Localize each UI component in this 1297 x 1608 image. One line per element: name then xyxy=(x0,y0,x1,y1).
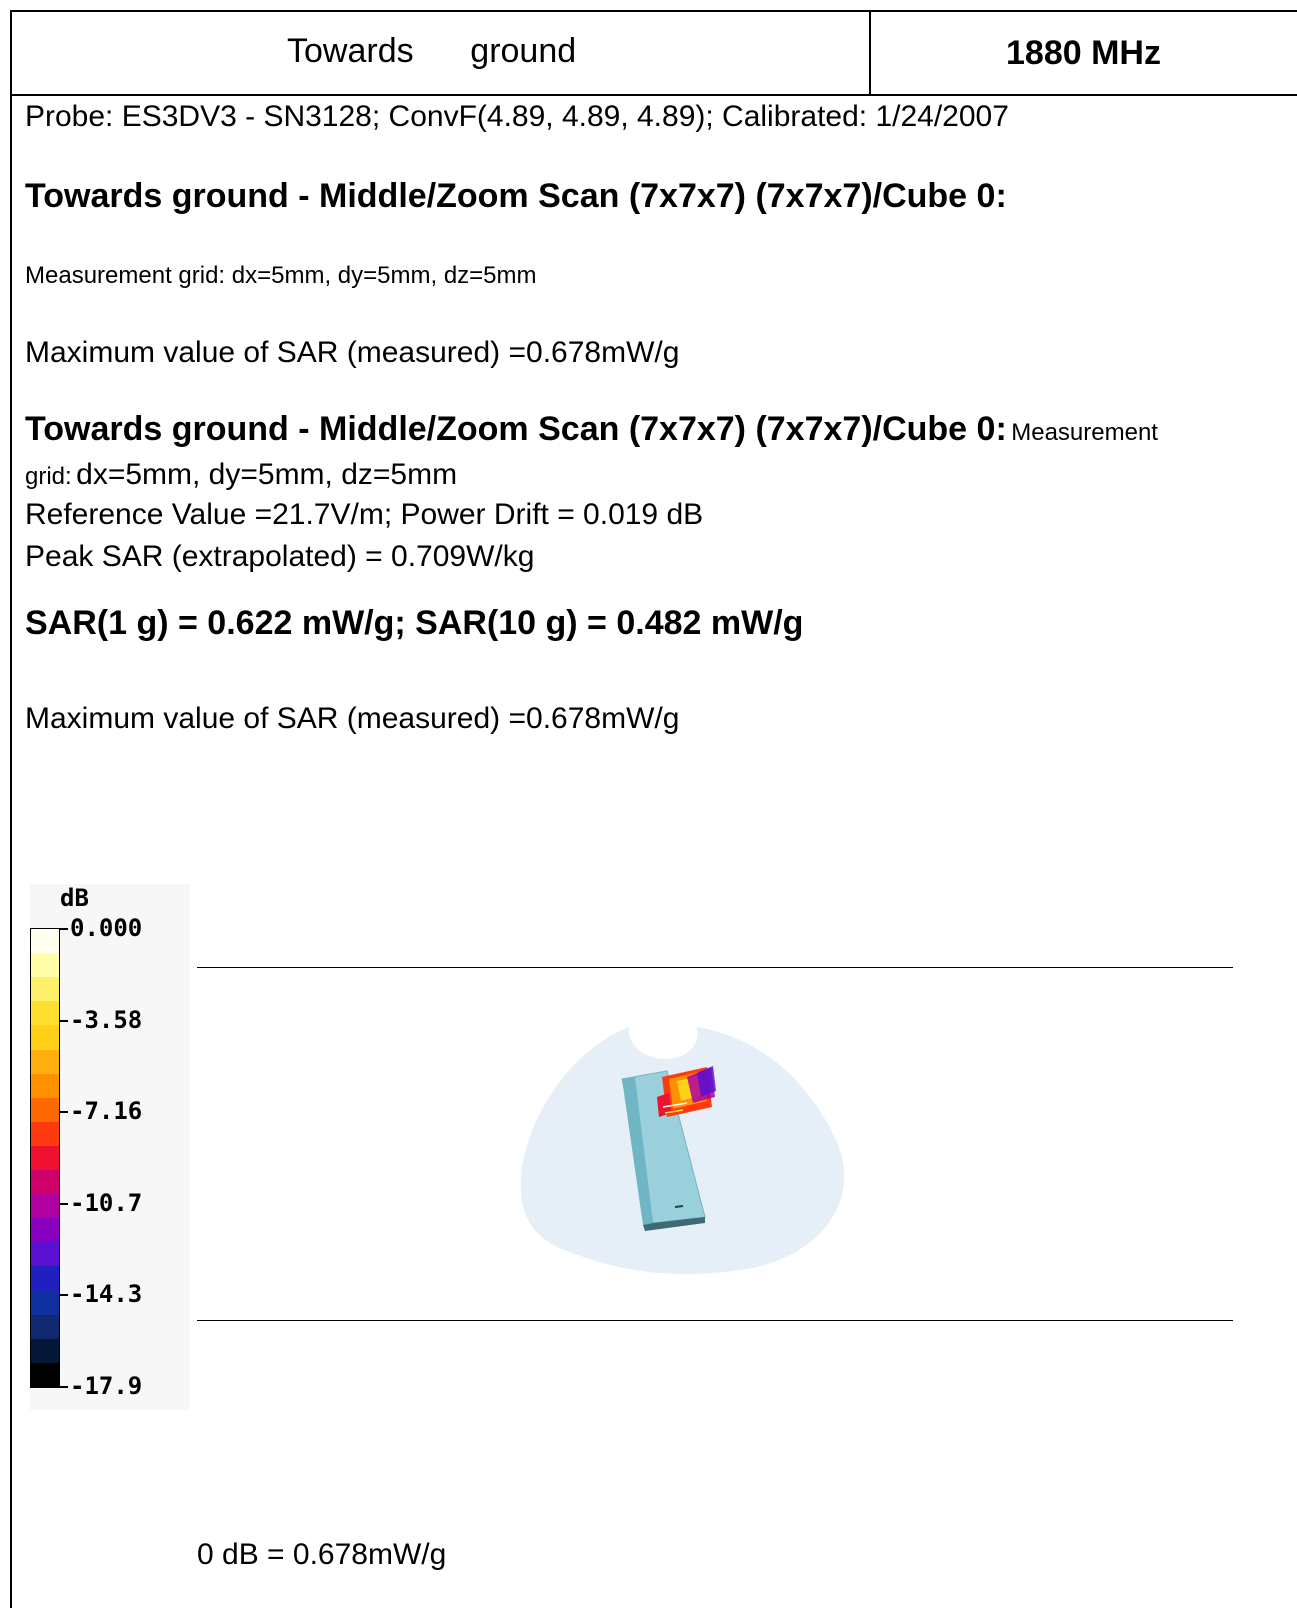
legend-tick-label: 0.000 xyxy=(70,914,143,942)
legend-color-segment xyxy=(31,1290,59,1316)
legend-tick-label: -17.9 xyxy=(70,1372,143,1400)
legend-tick-label: -14.3 xyxy=(70,1280,143,1309)
section2-heading-line: Towards ground - Middle/Zoom Scan (7x7x7… xyxy=(25,410,1158,449)
legend-tick-label: -10.7 xyxy=(70,1188,143,1217)
header-bottom-rule xyxy=(10,94,1297,96)
legend-color-segment xyxy=(31,1338,59,1364)
legend-color-segment xyxy=(31,1314,59,1340)
legend-color-segment xyxy=(31,1001,59,1026)
legend-tick-label: -3.58 xyxy=(70,1005,143,1034)
sar-result: SAR(1 g) = 0.622 mW/g; SAR(10 g) = 0.482… xyxy=(25,604,804,642)
legend-color-segment xyxy=(31,953,59,978)
legend-color-segment xyxy=(31,1025,59,1050)
legend-color-segment xyxy=(31,1121,59,1147)
section2-grid-values: dx=5mm, dy=5mm, dz=5mm xyxy=(76,458,458,491)
legend-color-segment xyxy=(31,1049,59,1075)
header-divider xyxy=(869,10,871,94)
legend-color-segment xyxy=(31,1242,59,1267)
header-frequency: 1880 MHz xyxy=(1006,34,1161,72)
sar-3d-scene xyxy=(520,1027,845,1275)
section1-max-sar: Maximum value of SAR (measured) =0.678mW… xyxy=(25,336,680,369)
legend-tick xyxy=(60,1019,68,1022)
plot-bottom-rule xyxy=(197,1320,1233,1321)
legend-unit: dB xyxy=(60,884,89,912)
section1-heading: Towards ground - Middle/Zoom Scan (7x7x7… xyxy=(25,177,1007,215)
legend-color-segment xyxy=(31,1362,59,1388)
section2-grid-line: grid: dx=5mm, dy=5mm, dz=5mm xyxy=(25,458,457,492)
legend-color-segment xyxy=(31,1266,59,1292)
legend-color-segment xyxy=(31,1145,59,1171)
section2-max-sar: Maximum value of SAR (measured) =0.678mW… xyxy=(25,702,680,735)
color-scale-legend: dB 0.000 -3.58 -7.16 -10.7 -14.3 -17.9 xyxy=(30,884,190,1410)
footer-reference: 0 dB = 0.678mW/g xyxy=(197,1538,447,1571)
legend-color-segment xyxy=(31,1170,59,1195)
legend-tick xyxy=(60,928,68,930)
page-frame xyxy=(10,10,1297,1608)
legend-tick-label: -7.16 xyxy=(70,1097,143,1126)
header-title: Towards ground xyxy=(287,32,577,70)
legend-color-segment xyxy=(31,1073,59,1099)
legend-color-segment xyxy=(31,1218,59,1243)
section2-peak-sar: Peak SAR (extrapolated) = 0.709W/kg xyxy=(25,540,535,573)
section2-reference: Reference Value =21.7V/m; Power Drift = … xyxy=(25,498,704,531)
legend-tick xyxy=(60,1386,68,1388)
sar-hotspot xyxy=(657,1066,716,1117)
section2-heading: Towards ground - Middle/Zoom Scan (7x7x7… xyxy=(25,410,1007,448)
legend-tick xyxy=(60,1202,68,1205)
plot-top-rule xyxy=(197,967,1233,968)
phone-device xyxy=(621,1070,706,1231)
section2-grid-part1: Measurement xyxy=(1011,419,1158,446)
legend-color-segment xyxy=(31,1194,59,1219)
legend-color-bar xyxy=(30,928,60,1388)
section1-grid: Measurement grid: dx=5mm, dy=5mm, dz=5mm xyxy=(25,262,537,289)
legend-color-segment xyxy=(31,977,59,1002)
probe-info: Probe: ES3DV3 - SN3128; ConvF(4.89, 4.89… xyxy=(25,100,1009,133)
legend-tick xyxy=(60,1111,68,1114)
legend-color-segment xyxy=(31,929,59,954)
section2-grid-label: grid: xyxy=(25,463,72,490)
legend-color-segment xyxy=(31,1097,59,1123)
legend-tick xyxy=(60,1294,68,1297)
